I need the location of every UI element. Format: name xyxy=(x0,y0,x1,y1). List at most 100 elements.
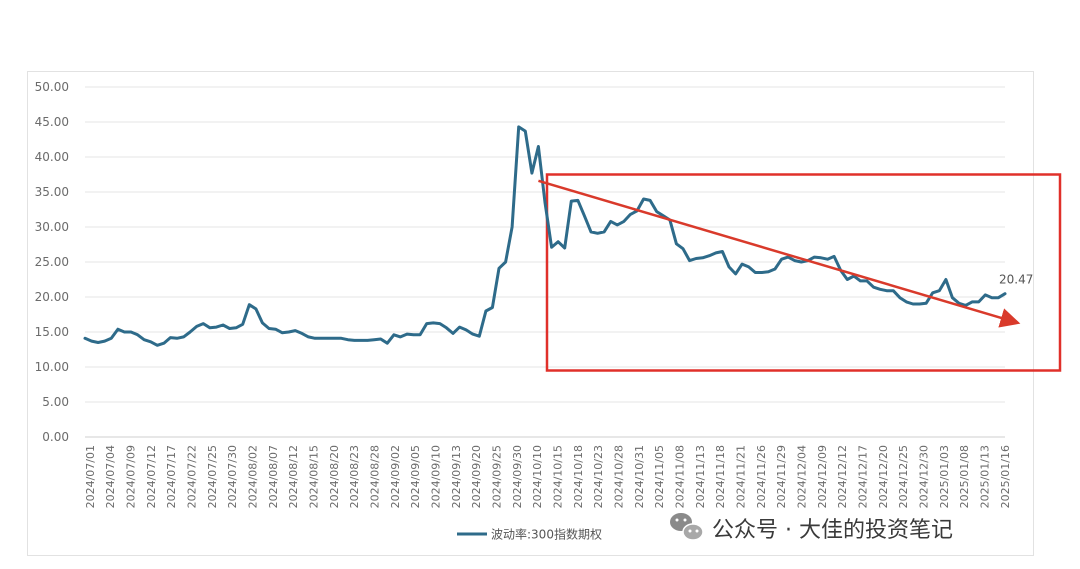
y-tick-label: 45.00 xyxy=(35,115,69,129)
data-point xyxy=(550,246,553,249)
watermark-text: 公众号 · 大佳的投资笔记 xyxy=(712,518,953,543)
data-point xyxy=(301,332,303,335)
y-tick-label: 20.00 xyxy=(35,290,69,304)
data-point xyxy=(222,324,224,326)
x-tick-label: 2024/09/25 xyxy=(491,445,504,508)
data-point xyxy=(531,172,533,174)
data-point xyxy=(439,322,441,325)
data-point xyxy=(209,327,211,329)
data-point xyxy=(307,336,310,338)
data-point xyxy=(866,280,868,282)
data-point xyxy=(1004,292,1006,295)
data-point xyxy=(767,271,770,273)
trend-arrow xyxy=(538,179,1021,328)
data-point xyxy=(563,247,566,249)
data-point xyxy=(912,303,914,305)
data-point xyxy=(314,337,316,340)
data-point xyxy=(695,257,697,260)
data-point xyxy=(682,247,684,250)
data-point xyxy=(747,266,750,268)
data-point xyxy=(130,331,132,333)
data-point xyxy=(432,322,435,324)
data-point xyxy=(787,256,789,258)
chart-frame xyxy=(27,71,1034,556)
x-tick-label: 2024/07/09 xyxy=(125,445,138,508)
data-point xyxy=(353,339,356,342)
data-point xyxy=(892,289,895,292)
data-point xyxy=(688,259,691,262)
data-point xyxy=(780,258,783,261)
data-point xyxy=(281,331,283,334)
data-point xyxy=(662,215,665,217)
data-point xyxy=(774,268,776,270)
x-tick-label: 2024/07/12 xyxy=(145,445,158,508)
data-point xyxy=(537,145,540,148)
x-tick-label: 2024/07/25 xyxy=(206,445,219,508)
data-point xyxy=(373,338,375,341)
data-point xyxy=(741,263,743,265)
data-point xyxy=(577,199,579,202)
last-value-label: 20.47 xyxy=(999,273,1033,287)
data-point xyxy=(925,302,927,305)
y-tick-label: 35.00 xyxy=(35,185,69,199)
data-point xyxy=(255,308,257,310)
y-tick-label: 15.00 xyxy=(35,325,69,339)
data-point xyxy=(977,301,980,303)
data-point xyxy=(715,252,717,254)
data-point xyxy=(517,126,520,128)
y-tick-label: 40.00 xyxy=(35,150,69,164)
data-point xyxy=(268,327,270,330)
data-point xyxy=(984,294,987,296)
x-tick-label: 2024/10/10 xyxy=(531,445,544,508)
data-point xyxy=(189,331,191,333)
data-point xyxy=(833,255,835,258)
data-point xyxy=(360,339,362,342)
data-point xyxy=(800,261,803,263)
data-point xyxy=(379,338,382,340)
data-point xyxy=(721,250,724,253)
highlight-box xyxy=(545,173,1062,372)
x-tick-label: 2024/12/25 xyxy=(897,445,910,508)
data-point xyxy=(813,256,816,258)
data-point xyxy=(570,200,573,202)
data-point xyxy=(708,254,711,257)
x-tick-label: 2024/11/13 xyxy=(694,445,707,508)
y-tick-label: 0.00 xyxy=(42,430,69,444)
x-tick-label: 2024/12/20 xyxy=(877,445,890,508)
data-point xyxy=(991,296,993,299)
x-tick-label: 2024/08/02 xyxy=(247,445,260,508)
data-point xyxy=(820,257,822,259)
data-point xyxy=(859,280,862,282)
x-tick-label: 2024/11/21 xyxy=(735,445,748,508)
x-tick-label: 2024/10/31 xyxy=(633,445,646,508)
data-point xyxy=(761,271,763,274)
x-tick-label: 2024/09/30 xyxy=(511,445,524,508)
wechat-icon xyxy=(670,513,704,541)
data-point xyxy=(616,224,619,226)
x-tick-label: 2024/11/08 xyxy=(674,445,687,508)
data-point xyxy=(149,341,152,343)
data-point xyxy=(287,331,290,333)
data-point xyxy=(931,292,934,294)
x-tick-label: 2024/08/12 xyxy=(287,445,300,508)
data-point xyxy=(524,130,527,132)
data-point xyxy=(675,243,678,245)
x-tick-label: 2024/07/17 xyxy=(165,445,178,508)
x-tick-label: 2024/07/30 xyxy=(226,445,239,508)
y-tick-label: 50.00 xyxy=(35,80,69,94)
x-tick-label: 2024/12/09 xyxy=(816,445,829,508)
series-line xyxy=(83,125,1007,347)
data-point xyxy=(123,331,126,333)
data-point xyxy=(583,215,586,217)
x-tick-label: 2024/10/28 xyxy=(613,445,626,508)
x-tick-label: 2024/12/04 xyxy=(796,445,809,508)
x-tick-label: 2024/11/26 xyxy=(755,445,768,508)
data-point xyxy=(511,226,513,228)
data-point xyxy=(918,303,921,305)
data-point xyxy=(228,327,231,330)
x-tick-label: 2024/09/10 xyxy=(430,445,443,508)
data-point xyxy=(445,327,448,329)
data-point xyxy=(623,220,625,223)
data-point xyxy=(169,336,172,339)
x-tick-label: 2024/11/05 xyxy=(653,445,666,508)
